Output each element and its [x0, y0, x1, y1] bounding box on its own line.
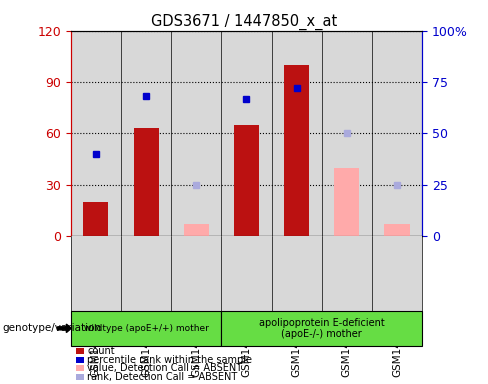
- Text: wildtype (apoE+/+) mother: wildtype (apoE+/+) mother: [83, 324, 208, 333]
- Bar: [372, 31, 422, 236]
- Bar: [222, 31, 271, 236]
- Bar: [171, 31, 222, 236]
- Bar: [71, 31, 121, 236]
- Text: rank, Detection Call = ABSENT: rank, Detection Call = ABSENT: [87, 372, 238, 382]
- Bar: [385, 224, 409, 236]
- Bar: [183, 224, 209, 236]
- Bar: [284, 65, 309, 236]
- Text: GDS3671 / 1447850_x_at: GDS3671 / 1447850_x_at: [151, 13, 337, 30]
- Bar: [271, 31, 322, 236]
- Bar: [121, 31, 171, 236]
- Bar: [322, 31, 372, 236]
- Text: apolipoprotein E-deficient
(apoE-/-) mother: apolipoprotein E-deficient (apoE-/-) mot…: [259, 318, 385, 339]
- Bar: [134, 128, 159, 236]
- Text: value, Detection Call = ABSENT: value, Detection Call = ABSENT: [87, 363, 243, 373]
- Text: count: count: [87, 346, 115, 356]
- Text: percentile rank within the sample: percentile rank within the sample: [87, 355, 252, 365]
- Bar: [334, 168, 359, 236]
- Text: genotype/variation: genotype/variation: [2, 323, 102, 333]
- Bar: [234, 125, 259, 236]
- Bar: [83, 202, 108, 236]
